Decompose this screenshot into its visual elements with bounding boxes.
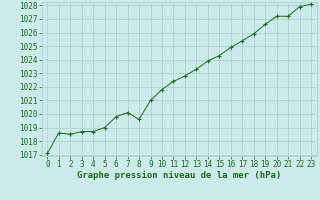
X-axis label: Graphe pression niveau de la mer (hPa): Graphe pression niveau de la mer (hPa) — [77, 171, 281, 180]
